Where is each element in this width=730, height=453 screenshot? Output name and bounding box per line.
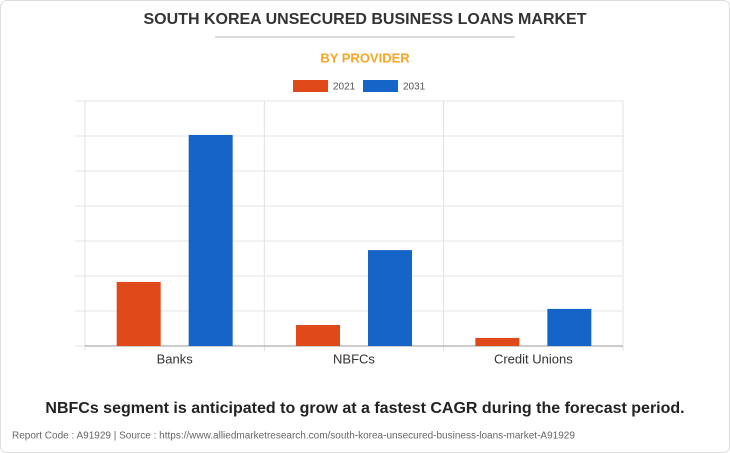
- chart-subtitle: BY PROVIDER: [320, 50, 410, 65]
- footer: Report Code : A91929 | Source : https://…: [12, 431, 575, 442]
- x-tick-label: Credit Unions: [494, 351, 573, 366]
- x-tick-label: Banks: [157, 351, 194, 366]
- legend-swatch: [293, 80, 328, 92]
- bar: [296, 325, 340, 346]
- annotation: NBFCs segment is anticipated to grow at …: [45, 400, 684, 417]
- chart-title: SOUTH KOREA UNSECURED BUSINESS LOANS MAR…: [144, 11, 587, 28]
- x-tick-label: NBFCs: [333, 351, 375, 366]
- bar: [116, 281, 161, 346]
- bar: [188, 134, 233, 346]
- bar: [475, 337, 520, 346]
- legend-label: 2031: [403, 82, 426, 93]
- bar: [547, 308, 592, 346]
- bar: [368, 250, 412, 346]
- legend-swatch: [363, 80, 398, 92]
- legend-label: 2021: [333, 82, 356, 93]
